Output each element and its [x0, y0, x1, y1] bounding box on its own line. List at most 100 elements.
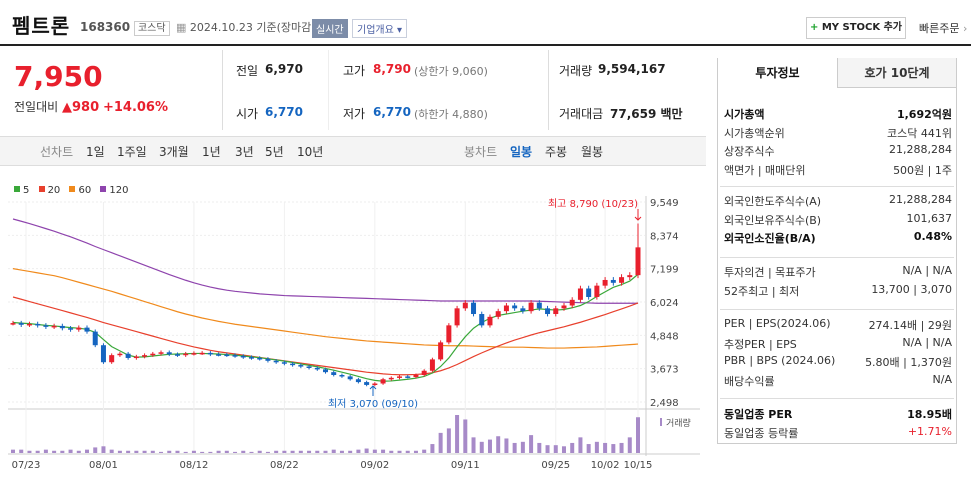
y-tick-label: 7,199	[650, 265, 679, 276]
up-triangle-icon: ▲	[62, 100, 72, 115]
period-tab[interactable]: 3개월	[159, 145, 189, 159]
info-key: 액면가 | 매매단위	[724, 163, 806, 177]
chevron-down-icon: ▾	[397, 25, 403, 36]
info-key: 시가총액	[724, 108, 765, 121]
candle-body	[619, 277, 625, 283]
chart-grid	[8, 196, 700, 456]
my-stock-add-button[interactable]: + MY STOCK 추가	[806, 17, 906, 39]
y-tick-label: 6,024	[650, 298, 679, 309]
info-value: 21,288,284	[889, 193, 952, 206]
info-row: 상장주식수 21,288,284	[724, 143, 952, 161]
volume-bar	[19, 449, 24, 453]
volume-bar	[175, 450, 180, 453]
x-tick-label: 09/11	[451, 460, 480, 471]
candle-body	[339, 374, 345, 377]
volume-bar	[68, 449, 73, 453]
candle-body	[372, 383, 378, 386]
stock-code: 168360 코스닥	[80, 19, 170, 36]
info-key: 배당수익률	[724, 374, 775, 388]
candle-body	[347, 376, 353, 380]
quick-order-button[interactable]: 빠른주문 ›	[919, 22, 968, 35]
volume-bar	[27, 450, 32, 453]
candle-body	[553, 308, 559, 315]
candle-body	[216, 354, 222, 356]
divider	[328, 50, 329, 130]
line-chart-label[interactable]: 선차트	[40, 145, 74, 159]
divider	[720, 398, 954, 399]
volume-bar	[159, 451, 164, 453]
candle-chart-label[interactable]: 봉차트	[464, 145, 498, 159]
candle-body	[536, 302, 542, 309]
candle-body	[224, 354, 230, 357]
candle-body	[380, 379, 386, 384]
volume-bar	[265, 451, 270, 453]
candle-tab-daily[interactable]: 일봉	[510, 145, 533, 159]
candle-body	[183, 353, 189, 356]
volume-bar	[537, 442, 542, 453]
info-row: 시가총액 1,692억원	[724, 106, 952, 124]
market-badge: 코스닥	[133, 21, 170, 36]
tab-invest-info[interactable]: 투자정보	[718, 58, 837, 88]
candle-body	[68, 328, 74, 330]
volume-bar	[257, 450, 262, 453]
x-tick-label: 09/25	[541, 460, 570, 471]
price-chart[interactable]: 9,549 8,374 7,199 6,024 4,848 3,673 2,498 07/2…	[0, 196, 706, 483]
price-change: 전일대비 ▲980 +14.06%	[14, 100, 169, 115]
volume-bars	[11, 415, 640, 453]
volume-bar	[85, 449, 90, 453]
period-tab[interactable]: 5년	[265, 145, 284, 159]
period-tab[interactable]: 1주일	[117, 145, 147, 159]
candle-body	[503, 305, 509, 312]
candle-body	[207, 352, 213, 355]
quote-low-label: 저가	[343, 107, 366, 121]
volume-bar	[126, 450, 131, 453]
candle-body	[495, 311, 501, 317]
volume-bar	[520, 441, 525, 453]
volume-bar	[413, 450, 418, 453]
info-value: 1,692억원	[896, 108, 952, 121]
info-key: 외국인보유주식수(B)	[724, 213, 822, 227]
candle-tab-monthly[interactable]: 월봉	[581, 145, 604, 159]
period-tab[interactable]: 3년	[235, 145, 254, 159]
ma120-line	[12, 218, 638, 304]
volume-bar	[134, 450, 139, 453]
candle-body	[545, 308, 551, 315]
candle-body	[454, 308, 460, 326]
realtime-button[interactable]: 실시간	[312, 19, 348, 38]
candle-body	[512, 305, 518, 309]
candle-tab-weekly[interactable]: 주봉	[545, 145, 568, 159]
y-tick-label: 3,673	[650, 365, 679, 376]
info-key: 52주최고 | 최저	[724, 284, 800, 298]
period-tab[interactable]: 1일	[86, 145, 105, 159]
candle-body	[610, 279, 616, 283]
volume-bar	[504, 438, 509, 453]
candle-body	[265, 358, 271, 361]
info-value: 13,700 | 3,070	[871, 282, 952, 296]
period-tab[interactable]: 10년	[297, 145, 324, 159]
candle-body	[150, 353, 156, 356]
candle-body	[281, 362, 287, 364]
ma-legend: 5 20 60 120	[14, 185, 129, 196]
candle-body	[471, 302, 477, 315]
volume-bar	[339, 450, 344, 453]
volume-bar	[446, 428, 451, 453]
info-key: PBR | BPS (2024.06)	[724, 354, 836, 367]
period-tab[interactable]: 1년	[202, 145, 221, 159]
quote-open-label: 시가	[236, 107, 259, 121]
candle-body	[586, 288, 592, 297]
candle-body	[84, 327, 90, 332]
x-tick-label: 08/01	[89, 460, 118, 471]
volume-bar	[422, 449, 427, 453]
volume-bar	[603, 442, 608, 453]
company-info-button[interactable]: 기업개요 ▾	[352, 19, 408, 38]
info-value: 코스닥 441위	[887, 126, 952, 140]
volume-bar	[93, 447, 98, 453]
info-row: 추정PER | EPS N/A | N/A	[724, 336, 952, 354]
x-tick-label: 07/23	[12, 460, 41, 471]
arrow-down-icon	[634, 209, 642, 221]
x-axis-labels: 07/23 08/01 08/12 08/22 09/02 09/11 09/25 10/02…	[12, 460, 653, 471]
candle-body	[109, 355, 115, 363]
legend-swatch	[38, 186, 45, 192]
tab-orderbook[interactable]: 호가 10단계	[837, 58, 956, 88]
info-value: N/A | N/A	[902, 335, 952, 349]
